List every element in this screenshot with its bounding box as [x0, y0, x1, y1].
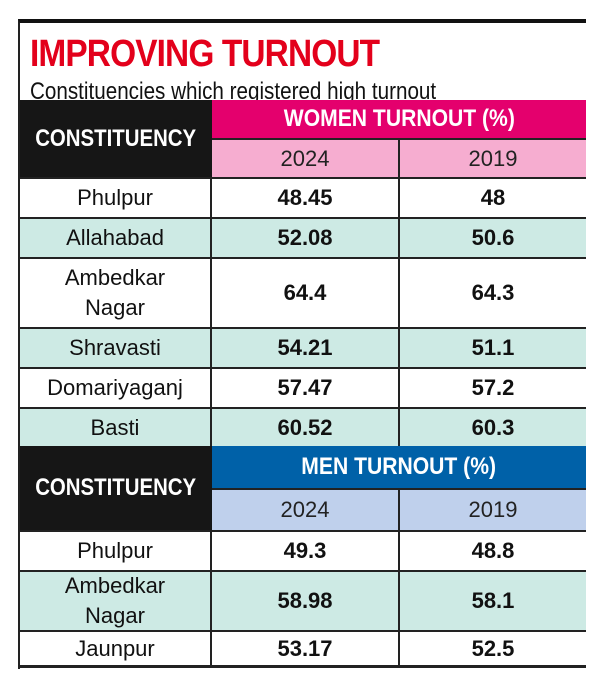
year-header: 2019 — [398, 138, 586, 177]
table-row: Phulpur 49.3 48.8 — [20, 530, 586, 570]
table-row: Basti 60.52 60.3 — [20, 407, 586, 446]
table-row: Shravasti 54.21 51.1 — [20, 327, 586, 367]
group-header: MEN TURNOUT (%) 2024 2019 — [212, 446, 586, 530]
infographic-frame: IMPROVING TURNOUT Constituencies which r… — [18, 19, 586, 669]
constituency-name: Ambedkar Nagar — [20, 259, 212, 327]
year-row: 2024 2019 — [212, 138, 586, 177]
value-2024: 64.4 — [212, 259, 400, 327]
constituency-header-label: CONSTITUENCY — [35, 124, 197, 152]
table-row: Jaunpur 53.17 52.5 — [20, 630, 586, 668]
constituency-name: Phulpur — [20, 179, 212, 217]
value-2024: 52.08 — [212, 219, 400, 257]
table-row: Ambedkar Nagar 64.4 64.3 — [20, 257, 586, 327]
year-header: 2019 — [398, 488, 586, 530]
men-section: CONSTITUENCY MEN TURNOUT (%) 2024 2019 P… — [20, 446, 586, 668]
constituency-name: Phulpur — [20, 532, 212, 570]
value-2019: 57.2 — [471, 375, 515, 400]
constituency-name: Domariyaganj — [20, 369, 212, 407]
value-2024: 49.3 — [212, 532, 400, 570]
turnout-table: CONSTITUENCY WOMEN TURNOUT (%) 2024 2019… — [20, 100, 586, 668]
constituency-header: CONSTITUENCY — [20, 100, 212, 177]
value-2019: 48.8 — [471, 538, 515, 563]
group-title: WOMEN TURNOUT (%) — [212, 100, 586, 138]
value-2019: 52.5 — [471, 635, 515, 661]
value-2019: 50.6 — [471, 225, 515, 250]
constituency-header: CONSTITUENCY — [20, 446, 212, 530]
value-2019: 58.1 — [471, 588, 515, 613]
value-2024: 53.17 — [212, 632, 400, 665]
year-header: 2024 — [212, 138, 398, 177]
women-section: CONSTITUENCY WOMEN TURNOUT (%) 2024 2019… — [20, 100, 586, 446]
constituency-header-label: CONSTITUENCY — [35, 474, 197, 501]
constituency-name: Allahabad — [20, 219, 212, 257]
value-2024: 60.52 — [212, 409, 400, 446]
year-header: 2024 — [212, 488, 398, 530]
value-2019: 48 — [480, 185, 506, 210]
group-title: MEN TURNOUT (%) — [212, 446, 586, 488]
section-header: CONSTITUENCY WOMEN TURNOUT (%) 2024 2019 — [20, 100, 586, 177]
constituency-name: Shravasti — [20, 329, 212, 367]
value-2024: 58.98 — [212, 572, 400, 630]
value-2019: 60.3 — [471, 414, 515, 440]
table-row: Phulpur 48.45 48 — [20, 177, 586, 217]
value-2019: 51.1 — [471, 335, 515, 360]
title: IMPROVING TURNOUT — [30, 33, 380, 75]
table-row: Domariyaganj 57.47 57.2 — [20, 367, 586, 407]
group-title-label: WOMEN TURNOUT (%) — [283, 105, 515, 132]
table-row: Allahabad 52.08 50.6 — [20, 217, 586, 257]
table-row: Ambedkar Nagar 58.98 58.1 — [20, 570, 586, 630]
value-2024: 48.45 — [212, 179, 400, 217]
year-row: 2024 2019 — [212, 488, 586, 530]
constituency-name: Jaunpur — [20, 632, 212, 665]
section-header: CONSTITUENCY MEN TURNOUT (%) 2024 2019 — [20, 446, 586, 530]
group-title-label: MEN TURNOUT (%) — [301, 453, 497, 480]
value-2024: 54.21 — [212, 329, 400, 367]
value-2024: 57.47 — [212, 369, 400, 407]
value-2019: 64.3 — [471, 280, 515, 305]
constituency-name: Basti — [20, 409, 212, 446]
group-header: WOMEN TURNOUT (%) 2024 2019 — [212, 100, 586, 177]
constituency-name: Ambedkar Nagar — [20, 572, 212, 630]
